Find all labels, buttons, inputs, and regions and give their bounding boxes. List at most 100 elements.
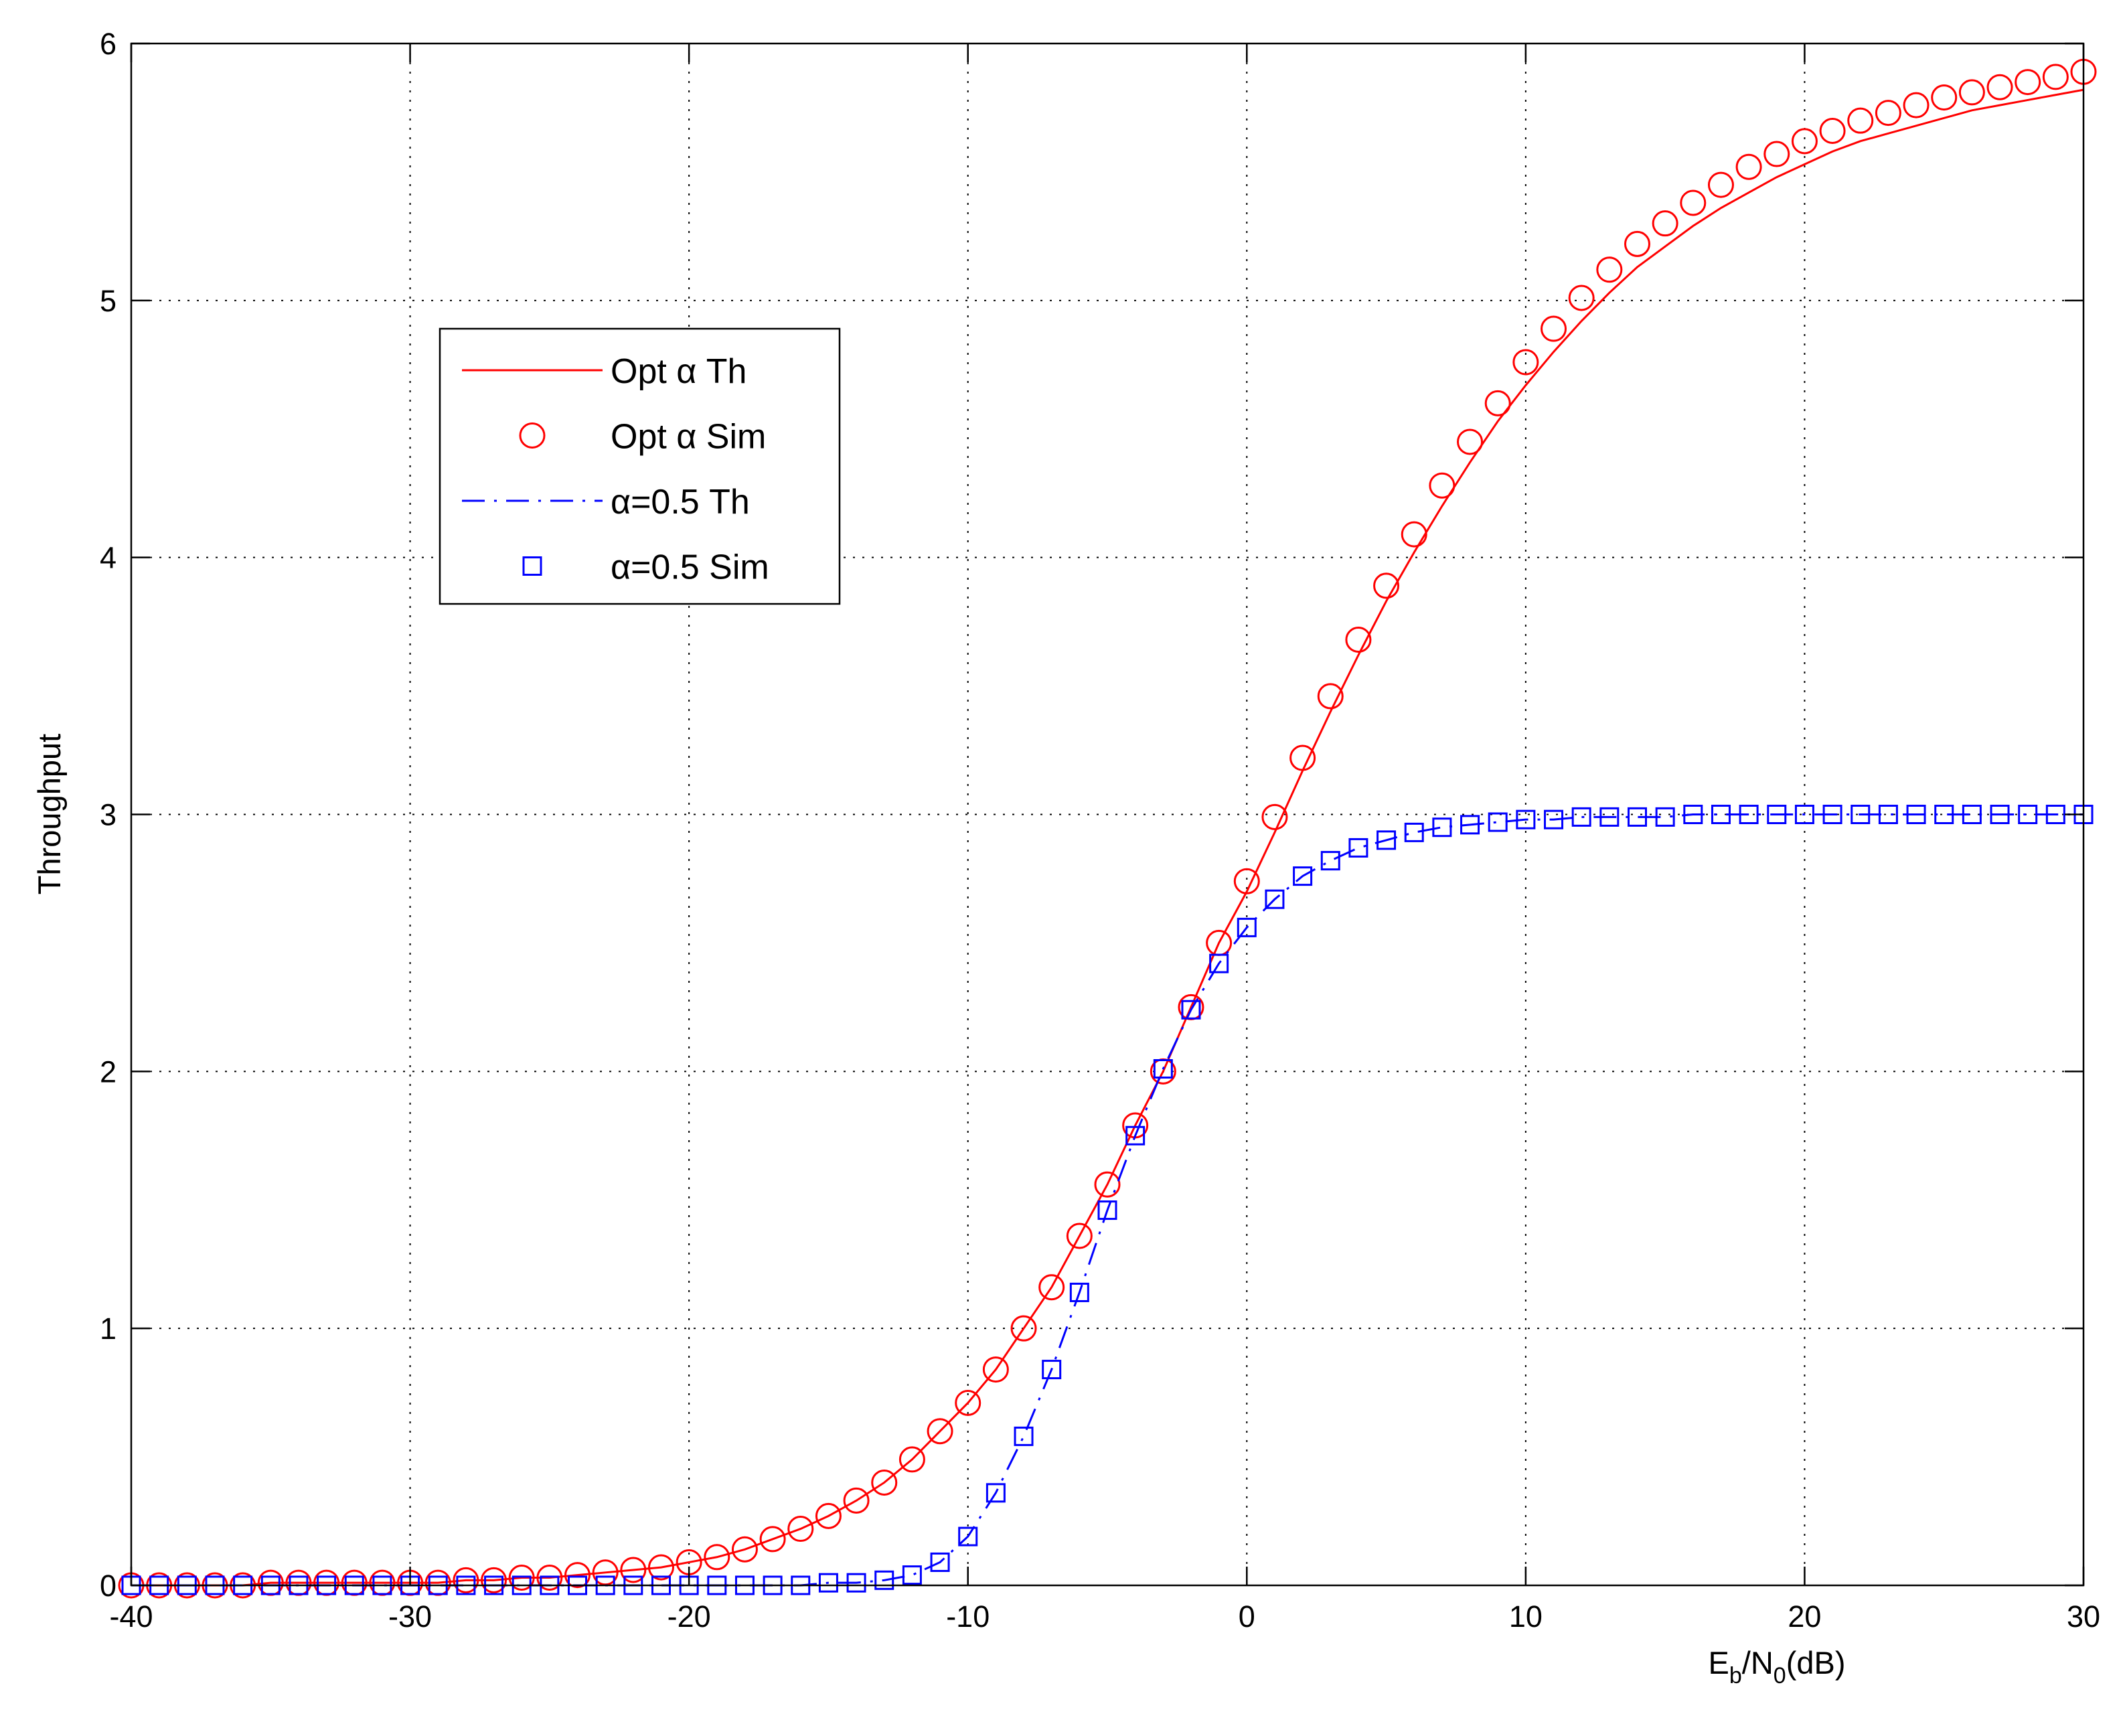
circle-marker bbox=[982, 1356, 1009, 1383]
square-marker bbox=[1153, 1058, 1173, 1079]
x-label-part: (dB) bbox=[1786, 1645, 1846, 1680]
circle-marker bbox=[1512, 349, 1539, 376]
circle-marker bbox=[1735, 153, 1762, 180]
circle-marker bbox=[871, 1469, 898, 1496]
circle-marker bbox=[620, 1557, 647, 1583]
square-marker bbox=[1851, 805, 1871, 824]
circle-marker bbox=[1875, 100, 1901, 127]
circle-marker bbox=[843, 1487, 870, 1514]
y-tick-label: 4 bbox=[100, 541, 116, 575]
square-marker bbox=[2045, 805, 2065, 824]
square-marker bbox=[1432, 817, 1452, 838]
square-marker bbox=[1683, 805, 1703, 824]
circle-marker bbox=[1847, 107, 1874, 134]
square-marker bbox=[1237, 917, 1257, 937]
square-marker bbox=[1348, 838, 1368, 858]
square-marker bbox=[1042, 1360, 1062, 1380]
square-marker bbox=[874, 1570, 894, 1590]
circle-marker bbox=[508, 1564, 535, 1591]
circle-marker bbox=[1652, 210, 1678, 237]
y-tick-label: 0 bbox=[100, 1569, 116, 1603]
square-marker bbox=[522, 556, 542, 576]
circle-marker bbox=[536, 1564, 563, 1591]
circle-marker bbox=[519, 422, 546, 449]
x-tick-label: -40 bbox=[109, 1599, 153, 1634]
x-label-part: /N bbox=[1742, 1645, 1774, 1680]
square-marker bbox=[1293, 866, 1313, 886]
legend-label: Opt α Th bbox=[611, 352, 746, 391]
circle-marker bbox=[2015, 69, 2041, 96]
circle-marker bbox=[1010, 1315, 1037, 1342]
square-marker bbox=[1265, 889, 1285, 909]
circle-marker bbox=[1707, 171, 1734, 198]
x-label-part: E bbox=[1709, 1645, 1729, 1680]
legend-label: Opt α Sim bbox=[611, 418, 766, 457]
square-marker bbox=[1097, 1200, 1117, 1220]
square-marker bbox=[846, 1573, 866, 1593]
square-marker bbox=[1794, 805, 1814, 824]
legend-box bbox=[439, 327, 841, 605]
circle-marker bbox=[1484, 390, 1511, 416]
square-marker bbox=[1711, 805, 1731, 824]
square-marker bbox=[958, 1526, 978, 1547]
square-marker bbox=[2018, 805, 2038, 824]
x-tick-label: -30 bbox=[388, 1599, 432, 1634]
axes: -40 -30 -20 -10 0 10 20 30 0 1 2 3 4 5 6 bbox=[100, 27, 2100, 1634]
x-tick-label: 0 bbox=[1239, 1599, 1255, 1634]
circle-marker bbox=[1457, 428, 1484, 455]
y-axis-label: Throughput bbox=[31, 734, 67, 894]
square-marker bbox=[1460, 815, 1480, 835]
x-tick-label: -10 bbox=[946, 1599, 990, 1634]
x-tick-label: 10 bbox=[1509, 1599, 1543, 1634]
circle-marker bbox=[759, 1526, 786, 1553]
circle-marker bbox=[1680, 189, 1707, 216]
x-tick-label: -20 bbox=[667, 1599, 711, 1634]
circle-marker bbox=[1289, 744, 1316, 771]
circle-marker bbox=[1345, 626, 1372, 653]
circle-marker bbox=[1373, 572, 1400, 599]
circle-marker bbox=[815, 1502, 842, 1529]
circle-marker bbox=[1763, 141, 1790, 167]
square-marker bbox=[1655, 807, 1675, 827]
x-tick-label: 30 bbox=[2067, 1599, 2100, 1634]
circle-marker bbox=[1624, 230, 1650, 257]
square-marker bbox=[1014, 1426, 1034, 1446]
circle-marker bbox=[1401, 521, 1427, 548]
square-marker bbox=[1906, 805, 1926, 824]
y-tick-label: 5 bbox=[100, 284, 116, 318]
circle-marker bbox=[1903, 92, 1930, 119]
circle-marker bbox=[1038, 1274, 1065, 1301]
square-marker bbox=[930, 1552, 950, 1572]
circle-marker bbox=[1317, 683, 1344, 710]
circle-marker bbox=[787, 1516, 814, 1543]
circle-marker bbox=[1791, 128, 1818, 155]
x-tick-label: 20 bbox=[1788, 1599, 1821, 1634]
circle-marker bbox=[647, 1554, 674, 1581]
circle-marker bbox=[1429, 472, 1456, 499]
legend-label: α=0.5 Sim bbox=[611, 548, 769, 587]
circle-marker bbox=[564, 1562, 591, 1589]
square-marker bbox=[986, 1483, 1006, 1503]
y-tick-label: 1 bbox=[100, 1312, 116, 1346]
circle-marker bbox=[704, 1544, 730, 1571]
square-marker bbox=[1516, 809, 1536, 830]
square-marker bbox=[1878, 805, 1898, 824]
circle-marker bbox=[1541, 315, 1567, 342]
circle-marker bbox=[1066, 1222, 1093, 1249]
circle-marker bbox=[1958, 79, 1985, 106]
square-marker bbox=[1377, 830, 1397, 850]
circle-marker bbox=[1261, 803, 1288, 830]
square-marker bbox=[1069, 1282, 1089, 1302]
square-marker bbox=[902, 1565, 922, 1585]
square-marker bbox=[1990, 805, 2010, 824]
circle-marker bbox=[1233, 868, 1260, 894]
square-marker bbox=[1739, 805, 1759, 824]
circle-marker bbox=[1596, 256, 1623, 283]
circle-marker bbox=[955, 1389, 981, 1416]
x-label-part: 0 bbox=[1774, 1663, 1786, 1688]
legend-label: α=0.5 Th bbox=[611, 483, 750, 522]
square-marker bbox=[1544, 809, 1564, 830]
circle-marker bbox=[731, 1536, 758, 1563]
